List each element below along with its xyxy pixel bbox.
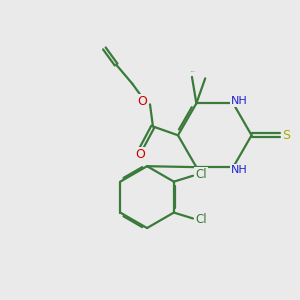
Text: NH: NH: [231, 165, 248, 175]
Text: O: O: [137, 95, 147, 108]
Text: methyl: methyl: [191, 71, 196, 73]
Text: Cl: Cl: [195, 213, 207, 226]
Text: Cl: Cl: [195, 168, 207, 181]
Text: S: S: [282, 129, 290, 142]
Text: NH: NH: [231, 96, 248, 106]
Text: O: O: [135, 148, 145, 161]
